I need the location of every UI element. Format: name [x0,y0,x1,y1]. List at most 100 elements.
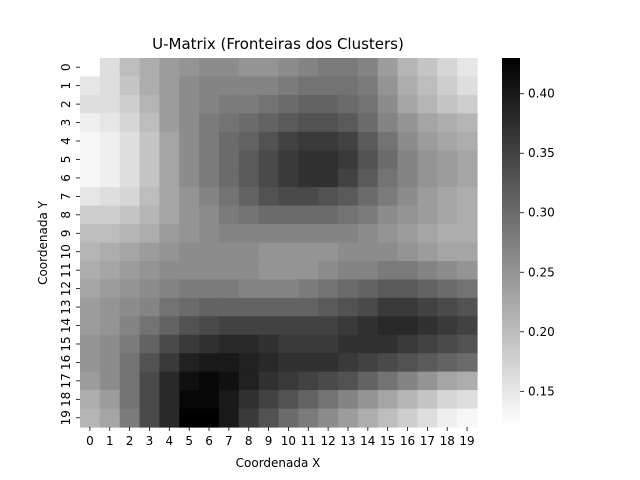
heatmap-cell [298,168,319,188]
heatmap-cell [258,150,280,170]
heatmap-cell [258,187,280,207]
heatmap-cell [377,168,399,188]
heatmap-cell [457,408,478,428]
heatmap-cell [278,279,299,299]
heatmap-cell [278,58,299,78]
heatmap-cell [457,76,478,96]
heatmap-cell [318,297,339,317]
heatmap-cell [318,408,339,428]
heatmap-cell [159,205,180,225]
heatmap-cell [357,205,379,225]
heatmap-cell [179,94,200,114]
heatmap-cell [238,58,260,78]
heatmap-cell [437,408,458,428]
heatmap-cell [457,279,478,299]
heatmap-cell [298,150,319,170]
heatmap-cell [139,187,160,207]
x-axis-ticks: 0 1 2 3 4 5 6 7 8 9 10 11 12 13 14 15 16 17 18 19 [86,427,475,448]
heatmap-cell [318,390,339,410]
heatmap-cell [159,334,180,354]
heatmap-cell [278,316,299,336]
heatmap-cell [278,94,299,114]
heatmap-cell [159,150,180,170]
heatmap-cell [159,131,180,151]
heatmap-cell [139,94,160,114]
heatmap-cell [278,297,299,317]
heatmap-cell [318,242,339,262]
heatmap-cell [199,58,220,78]
heatmap-cell [258,58,280,78]
heatmap-cell [457,224,478,244]
heatmap-cell [258,242,280,262]
x-tick-label: 12 [320,434,335,448]
heatmap-cell [377,58,399,78]
heatmap-cell [199,279,220,299]
heatmap-cell [199,187,220,207]
heatmap-cell [179,187,200,207]
heatmap-cell [159,371,180,391]
heatmap-cell [278,131,299,151]
heatmap-cell [238,113,260,133]
heatmap-cell [238,168,260,188]
heatmap-cell [318,316,339,336]
heatmap-cell [397,353,419,373]
heatmap-cell [338,297,359,317]
heatmap-cell [318,113,339,133]
heatmap-cell [318,76,339,96]
heatmap-cell [397,279,419,299]
heatmap-cell [258,353,280,373]
x-tick-label: 8 [245,434,253,448]
heatmap-cell [417,168,438,188]
heatmap-cell [139,131,160,151]
heatmap-cell [119,371,141,391]
heatmap-cell [238,224,260,244]
heatmap-cell [357,334,379,354]
heatmap-cell [278,76,299,96]
heatmap-cell [357,58,379,78]
heatmap-cell [258,297,280,317]
heatmap-cell [80,58,101,78]
heatmap-cell [199,353,220,373]
y-tick-label: 3 [59,119,73,127]
heatmap-cell [218,131,240,151]
heatmap-cell [179,131,200,151]
colorbar-ticks: 0.15 0.20 0.25 0.30 0.35 0.40 [520,87,555,398]
heatmap-cell [338,408,359,428]
heatmap-cell [179,113,200,133]
heatmap-cell [318,205,339,225]
y-tick-label: 13 [59,299,73,314]
heatmap-cell [139,260,160,280]
heatmap-cell [238,131,260,151]
heatmap-cell [377,279,399,299]
heatmap-cell [278,150,299,170]
heatmap-cell [318,168,339,188]
heatmap-cell [417,297,438,317]
heatmap-cell [139,390,160,410]
heatmap-cell [457,242,478,262]
heatmap-cell [298,58,319,78]
heatmap-cell [258,371,280,391]
heatmap-cell [397,224,419,244]
x-tick-label: 10 [281,434,296,448]
heatmap-cell [318,334,339,354]
heatmap-cell [258,224,280,244]
y-tick-label: 18 [59,392,73,407]
heatmap-cell [457,94,478,114]
heatmap-cell [199,224,220,244]
y-tick-label: 2 [59,100,73,108]
heatmap-cell [238,76,260,96]
heatmap-cell [278,371,299,391]
colorbar-tick-label: 0.30 [528,206,555,220]
heatmap-cell [199,334,220,354]
heatmap-cell [99,390,121,410]
heatmap-cell [99,279,121,299]
heatmap-cell [119,334,141,354]
colorbar [502,58,520,427]
heatmap-cell [397,316,419,336]
heatmap-cell [377,260,399,280]
heatmap-cell [437,150,458,170]
heatmap-cell [457,390,478,410]
heatmap-cell [298,390,319,410]
heatmap-cell [437,187,458,207]
heatmap-cell [80,113,101,133]
